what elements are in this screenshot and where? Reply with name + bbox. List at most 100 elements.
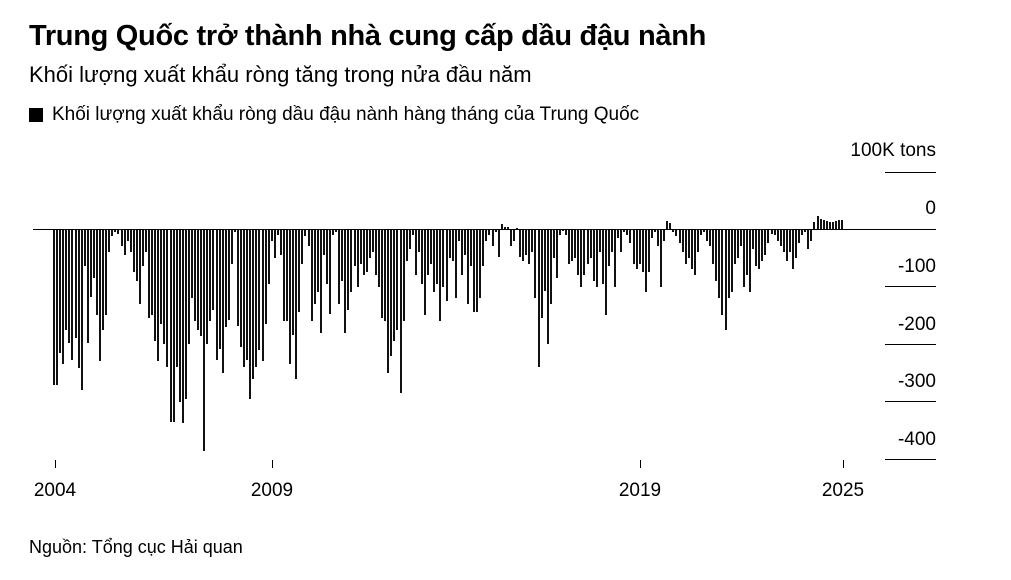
x-tick-2009: [272, 460, 273, 468]
bar: [712, 229, 715, 264]
bar: [767, 229, 770, 244]
bar: [230, 229, 233, 264]
bar: [390, 229, 393, 356]
bar: [601, 229, 604, 284]
bar: [657, 229, 659, 247]
bar: [589, 229, 592, 258]
bar: [709, 229, 712, 247]
bar: [212, 229, 215, 310]
bar: [500, 224, 503, 229]
bar: [316, 229, 319, 293]
bar: [154, 229, 157, 342]
bar: [332, 229, 334, 235]
bar: [65, 229, 68, 330]
bar: [788, 229, 791, 252]
bar: [660, 229, 663, 287]
bar: [145, 229, 147, 252]
legend: Khối lượng xuất khẩu ròng dầu đậu nành h…: [29, 104, 639, 126]
bar: [252, 229, 255, 379]
bar: [482, 229, 485, 267]
bar: [187, 229, 190, 344]
bar: [237, 229, 239, 326]
gridline-minus-100: [885, 286, 936, 287]
bar: [405, 229, 408, 261]
bar: [693, 229, 696, 275]
bar: [267, 229, 270, 284]
bar: [546, 229, 549, 344]
bar: [506, 227, 509, 229]
bar: [586, 229, 589, 264]
bar: [227, 229, 230, 320]
bar: [592, 229, 595, 281]
bar: [537, 229, 540, 367]
bar: [491, 229, 494, 247]
bar: [120, 229, 123, 247]
bar: [687, 229, 690, 258]
bar: [399, 229, 402, 393]
bar: [255, 229, 258, 367]
bar: [681, 229, 684, 252]
bar: [329, 229, 331, 315]
bar: [304, 229, 307, 236]
bar: [473, 229, 476, 313]
bar: [785, 229, 788, 261]
bar: [666, 220, 669, 229]
bar: [773, 229, 776, 235]
bar: [114, 229, 117, 232]
bar: [350, 229, 353, 293]
bar: [89, 229, 92, 297]
bar: [209, 229, 212, 321]
bar: [721, 229, 724, 316]
bar: [381, 229, 384, 319]
bar: [197, 229, 200, 330]
bar: [531, 229, 534, 252]
bar: [289, 229, 292, 365]
bar: [736, 229, 739, 258]
bar: [841, 219, 843, 229]
bar: [313, 229, 316, 304]
bar: [163, 229, 166, 344]
x-tick-2019: [640, 460, 641, 468]
bar: [194, 229, 196, 321]
bar: [298, 229, 301, 313]
bar: [414, 229, 417, 275]
bar: [503, 226, 506, 229]
bar: [108, 229, 111, 252]
bar: [457, 229, 460, 241]
bar: [356, 229, 359, 287]
bar: [203, 229, 206, 451]
bar: [371, 229, 374, 252]
bar: [368, 229, 371, 258]
bar: [776, 229, 779, 241]
bar: [240, 229, 242, 347]
bar: [512, 229, 515, 241]
bar: [411, 229, 414, 235]
bar: [301, 229, 304, 264]
bar: [123, 229, 126, 255]
bar: [417, 229, 420, 252]
bar: [807, 229, 810, 250]
bar: [801, 229, 804, 235]
bar: [126, 229, 129, 241]
bar: [669, 223, 672, 230]
bar: [374, 229, 377, 275]
x-tick-2025: [843, 460, 844, 468]
bar: [782, 229, 785, 252]
bar: [617, 229, 620, 238]
bar: [396, 229, 399, 330]
bar: [739, 229, 742, 247]
bar: [583, 229, 586, 275]
gridline-minus-200: [885, 344, 936, 345]
legend-label: Khối lượng xuất khẩu ròng dầu đậu nành h…: [52, 104, 640, 125]
bar: [433, 229, 436, 293]
bar: [353, 229, 356, 267]
bar: [442, 229, 445, 287]
bar: [420, 229, 423, 284]
bar: [663, 229, 666, 241]
bar: [295, 229, 298, 379]
bar: [644, 229, 647, 293]
y-tick-minus-400: -400: [897, 429, 936, 450]
bar: [629, 229, 632, 244]
bar: [690, 229, 693, 270]
bar: [696, 229, 699, 252]
